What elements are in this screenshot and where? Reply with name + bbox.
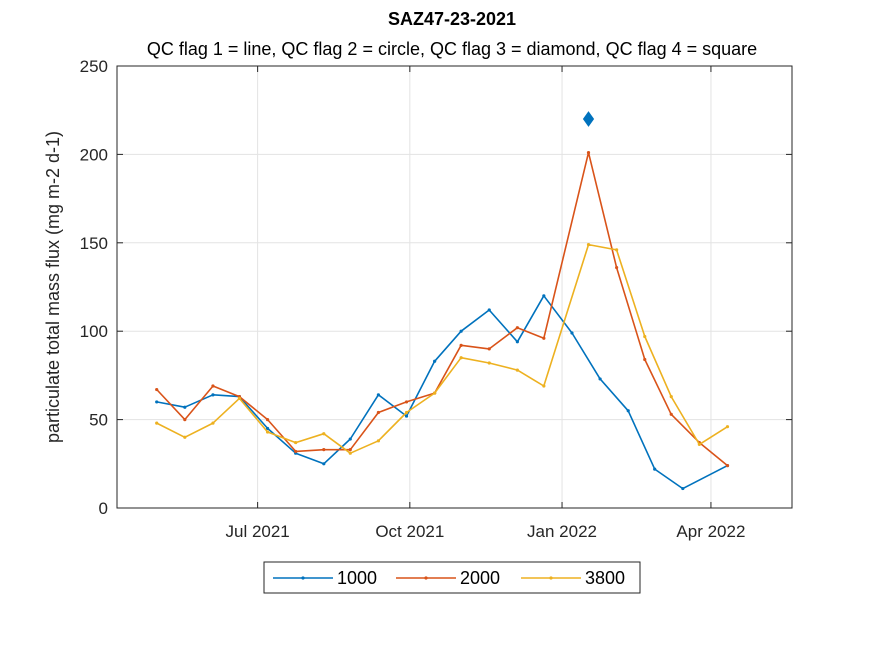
data-point bbox=[542, 336, 546, 340]
data-point bbox=[487, 361, 491, 365]
legend-item-2000: 2000 bbox=[396, 568, 500, 588]
data-point bbox=[237, 396, 242, 400]
data-point bbox=[183, 418, 187, 422]
data-point bbox=[183, 435, 187, 439]
chart-subtitle: QC flag 1 = line, QC flag 2 = circle, QC… bbox=[147, 39, 757, 59]
x-tick-label: Apr 2022 bbox=[676, 522, 745, 541]
x-tick-label: Jul 2021 bbox=[225, 522, 289, 541]
data-point bbox=[515, 368, 519, 372]
data-point bbox=[322, 462, 326, 466]
flagged-points bbox=[582, 111, 595, 127]
y-tick-label: 0 bbox=[99, 499, 108, 518]
data-point bbox=[265, 426, 270, 431]
plot-area bbox=[117, 66, 792, 508]
data-point bbox=[515, 326, 519, 330]
data-point bbox=[348, 451, 352, 455]
legend-item-3800: 3800 bbox=[521, 568, 625, 588]
y-axis-label: particulate total mass flux (mg m-2 d-1) bbox=[43, 131, 63, 443]
data-point bbox=[542, 294, 546, 298]
data-point bbox=[322, 432, 326, 436]
y-tick-label: 200 bbox=[80, 145, 108, 164]
y-tick-label: 50 bbox=[89, 411, 108, 430]
legend-marker bbox=[424, 576, 428, 580]
series-3800 bbox=[155, 242, 730, 455]
data-point bbox=[294, 440, 298, 445]
x-tick-label: Oct 2021 bbox=[375, 522, 444, 541]
data-point bbox=[348, 437, 352, 441]
data-point bbox=[211, 384, 215, 388]
legend-label: 3800 bbox=[585, 568, 625, 588]
data-point bbox=[586, 151, 591, 155]
data-point bbox=[376, 439, 380, 443]
data-point bbox=[376, 410, 380, 415]
y-tick-label: 100 bbox=[80, 322, 108, 341]
data-point bbox=[725, 463, 730, 468]
data-point bbox=[669, 412, 673, 416]
data-point bbox=[404, 414, 409, 418]
legend-marker bbox=[301, 576, 305, 580]
x-axis-ticks: Jul 2021 Oct 2021 Jan 2022 Apr 2022 bbox=[225, 66, 745, 541]
data-point bbox=[615, 248, 619, 252]
data-point bbox=[570, 331, 574, 335]
data-point bbox=[433, 359, 437, 363]
data-point bbox=[643, 334, 647, 339]
series-layer bbox=[155, 151, 730, 491]
data-point bbox=[653, 467, 657, 471]
data-point bbox=[626, 409, 630, 413]
y-tick-label: 250 bbox=[80, 57, 108, 76]
data-point bbox=[211, 393, 215, 397]
data-point bbox=[183, 405, 187, 409]
legend-item-1000: 1000 bbox=[273, 568, 377, 588]
data-point bbox=[404, 410, 409, 415]
data-point bbox=[459, 343, 463, 347]
legend: 1000 2000 3800 bbox=[263, 561, 641, 594]
data-point bbox=[211, 421, 215, 425]
data-point bbox=[294, 449, 298, 454]
legend-marker bbox=[549, 576, 553, 580]
data-point bbox=[681, 486, 685, 491]
data-point bbox=[155, 400, 159, 404]
data-point bbox=[155, 421, 159, 425]
data-point bbox=[265, 418, 270, 422]
data-point bbox=[459, 329, 463, 333]
data-point bbox=[348, 448, 352, 452]
data-point bbox=[586, 242, 591, 247]
legend-label: 1000 bbox=[337, 568, 377, 588]
x-tick-label: Jan 2022 bbox=[527, 522, 597, 541]
qc-flag-diamond-marker bbox=[582, 111, 595, 127]
data-point bbox=[643, 357, 647, 362]
data-point bbox=[487, 308, 491, 312]
data-point bbox=[155, 387, 159, 392]
data-point bbox=[376, 393, 380, 397]
data-point bbox=[433, 391, 437, 395]
data-point bbox=[615, 265, 619, 270]
axes-frame bbox=[116, 65, 793, 509]
data-point bbox=[404, 400, 409, 404]
data-point bbox=[725, 425, 730, 429]
data-point bbox=[515, 340, 519, 344]
y-tick-label: 150 bbox=[80, 234, 108, 253]
data-point bbox=[542, 384, 546, 388]
data-point bbox=[459, 356, 463, 360]
legend-label: 2000 bbox=[460, 568, 500, 588]
data-point bbox=[697, 442, 701, 446]
y-axis-ticks: 0 50 100 150 200 250 bbox=[80, 57, 792, 518]
data-point bbox=[487, 347, 491, 351]
data-point bbox=[598, 377, 602, 381]
data-point bbox=[322, 448, 326, 452]
data-point bbox=[669, 395, 673, 399]
chart-title: SAZ47-23-2021 bbox=[388, 9, 516, 29]
data-point bbox=[265, 430, 270, 434]
